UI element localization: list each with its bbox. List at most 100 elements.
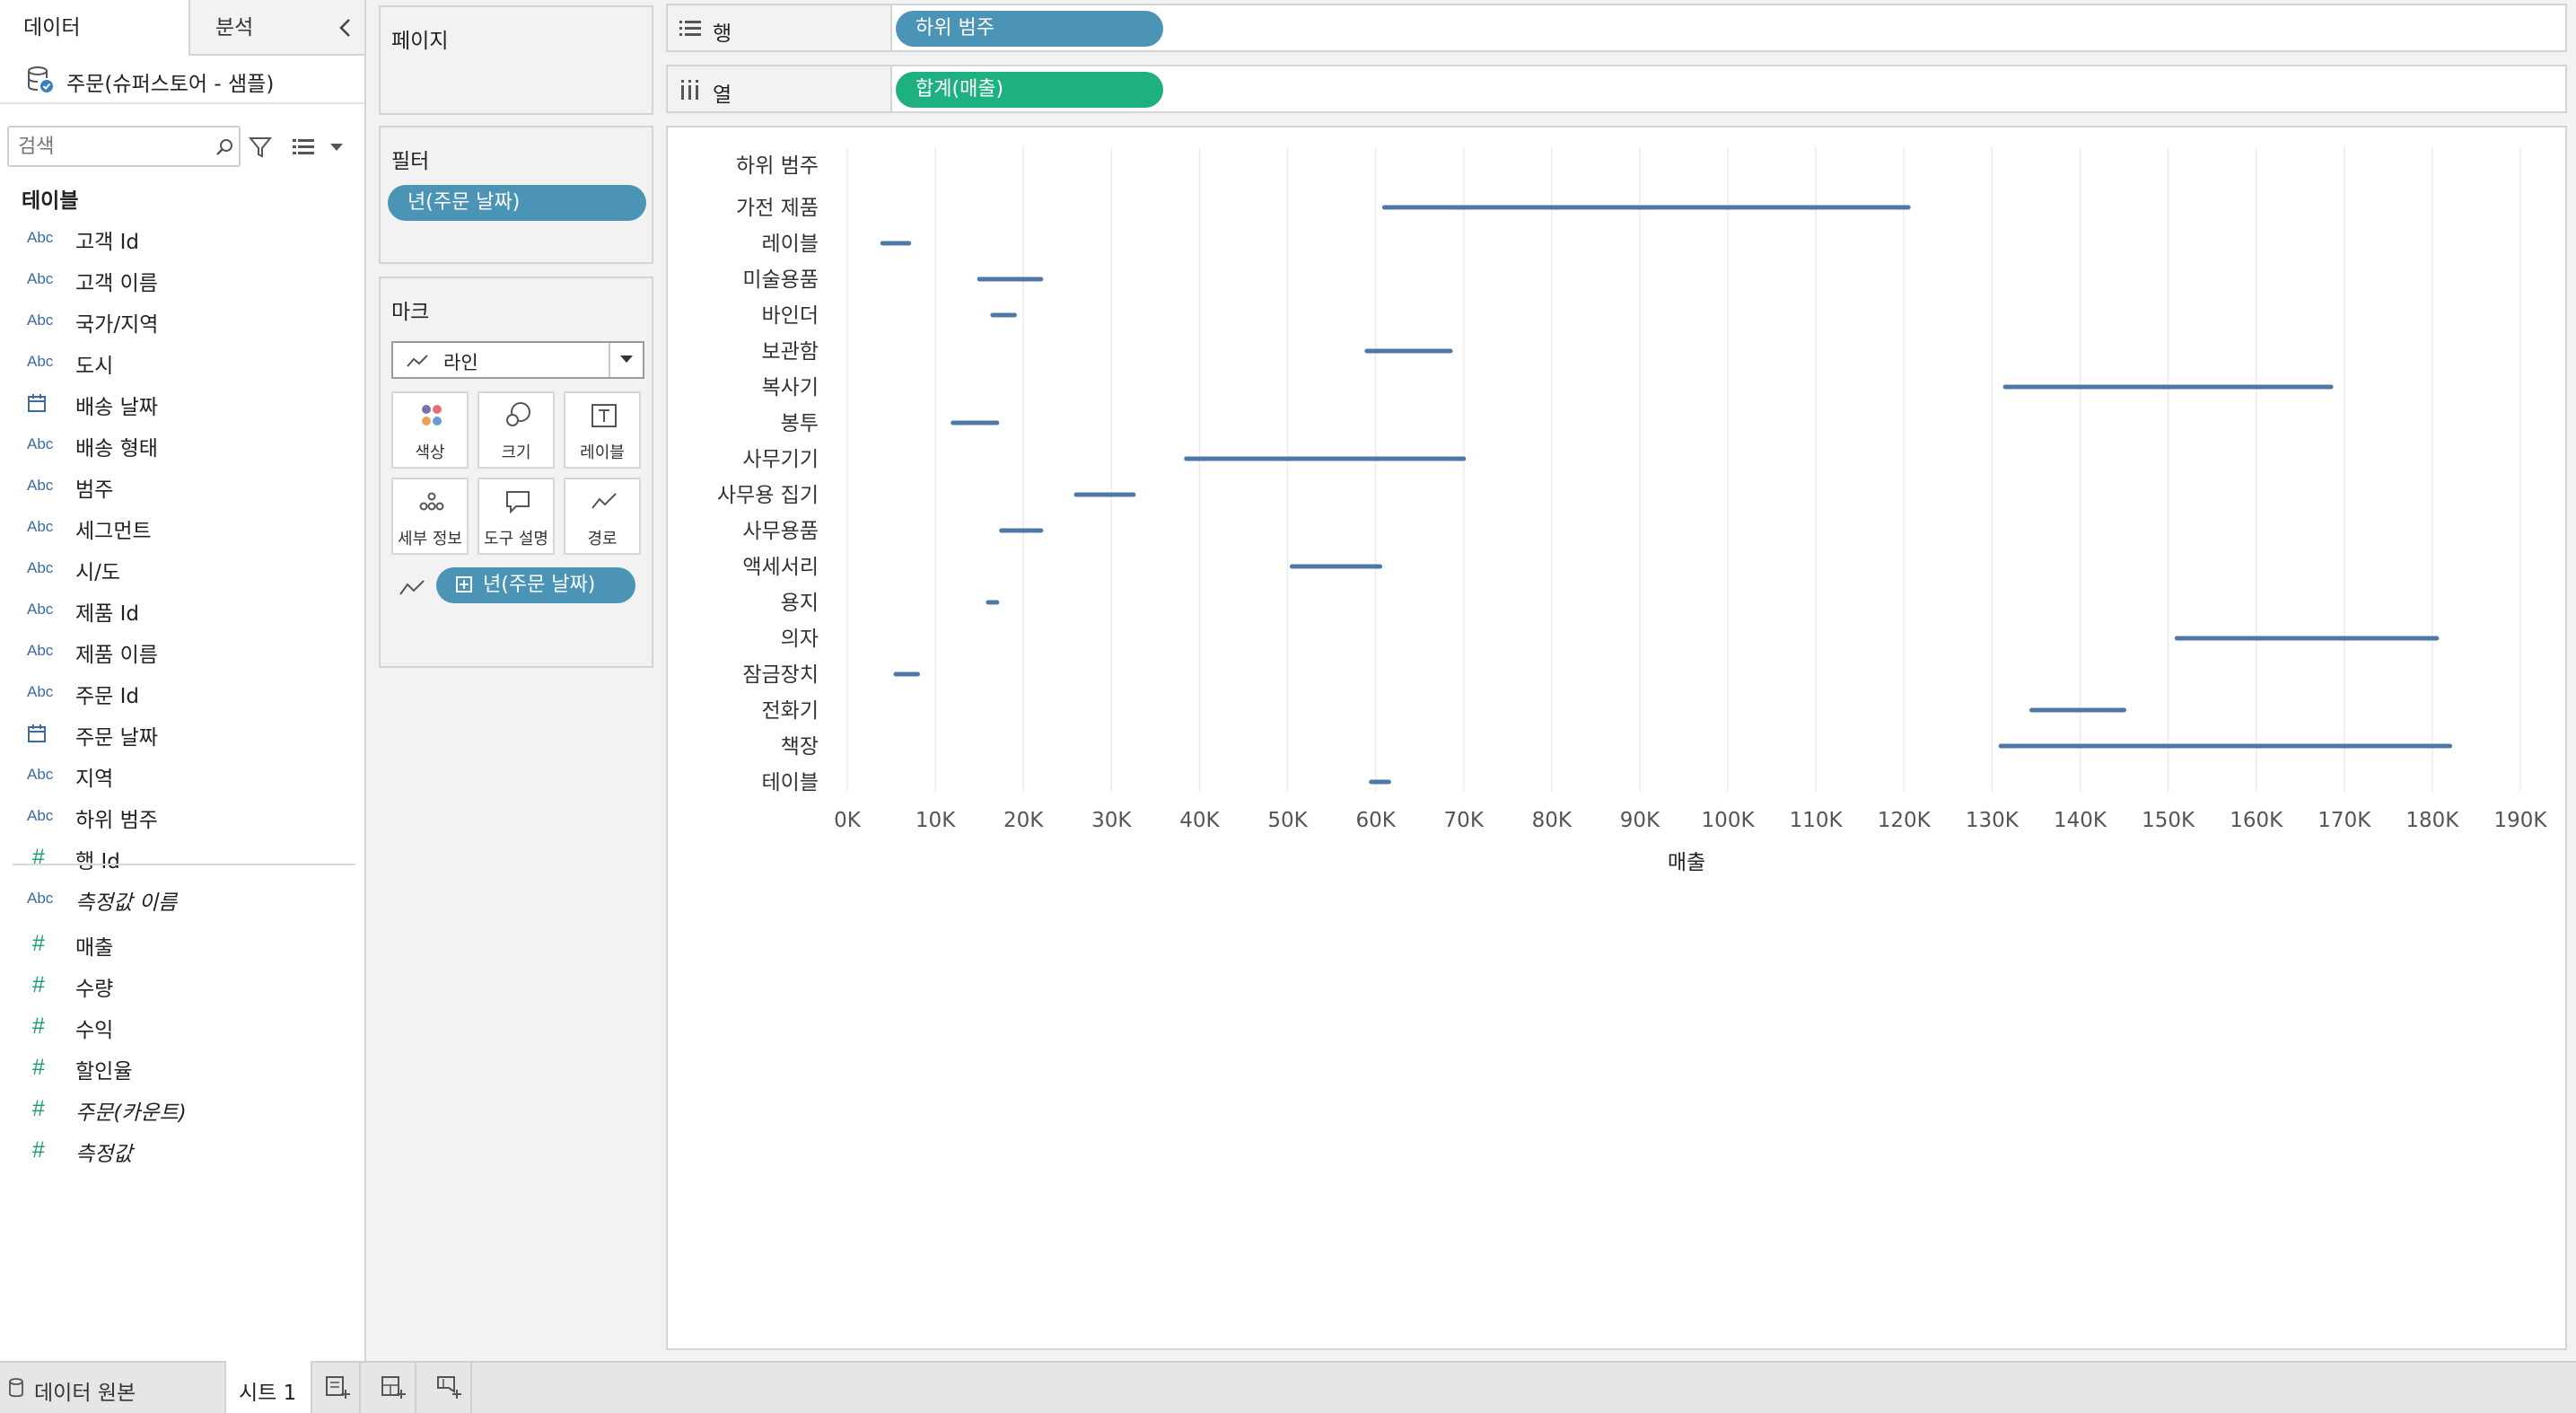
- pages-card[interactable]: 페이지: [379, 5, 653, 115]
- new-dashboard-button[interactable]: [370, 1363, 416, 1413]
- field-item[interactable]: # 할인율: [0, 1049, 364, 1086]
- columns-shelf[interactable]: 열 합계(매출): [666, 65, 2567, 113]
- filter-icon[interactable]: [248, 135, 273, 160]
- category-label: 미술용품: [742, 268, 819, 292]
- x-tick-label: 90K: [1620, 809, 1660, 832]
- datasource-tab[interactable]: 데이터 원본: [0, 1363, 224, 1413]
- detail-icon: [419, 492, 444, 511]
- field-item[interactable]: Abc 범주: [0, 467, 364, 505]
- category-label: 봉투: [781, 412, 819, 435]
- number-icon: #: [32, 845, 45, 870]
- field-item[interactable]: # 측정값: [0, 1131, 364, 1169]
- field-label: 도시: [75, 355, 114, 378]
- new-story-button[interactable]: [425, 1363, 472, 1413]
- expand-plus-icon[interactable]: [456, 576, 472, 592]
- line-mark-icon: [407, 355, 428, 367]
- new-story-icon: [437, 1376, 461, 1399]
- x-tick-label: 60K: [1355, 809, 1396, 832]
- chevron-left-icon[interactable]: [334, 16, 357, 39]
- datasource-item[interactable]: 주문(슈퍼스토어 - 샘플): [0, 56, 364, 104]
- path-button[interactable]: 경로: [564, 478, 641, 555]
- field-item[interactable]: Abc 제품 Id: [0, 591, 364, 628]
- mark-type-dropdown[interactable]: [609, 343, 643, 377]
- caret-down-icon[interactable]: [327, 138, 346, 156]
- label-label: 레이블: [580, 443, 625, 462]
- field-item[interactable]: Abc 배송 형태: [0, 426, 364, 463]
- field-item[interactable]: Abc 지역: [0, 756, 364, 794]
- field-item[interactable]: Abc 국가/지역: [0, 302, 364, 339]
- field-item[interactable]: # 주문(카운트): [0, 1090, 364, 1128]
- field-label: 행 Id: [75, 850, 120, 873]
- tab-data[interactable]: 데이터: [0, 0, 190, 56]
- list-view-icon[interactable]: [291, 135, 316, 160]
- tooltip-button[interactable]: 도구 설명: [478, 478, 555, 555]
- field-item[interactable]: Abc 시/도: [0, 549, 364, 587]
- columns-pill-sum-sales[interactable]: 합계(매출): [896, 72, 1163, 108]
- field-item[interactable]: Abc 하위 범주: [0, 797, 364, 835]
- field-item[interactable]: # 매출: [0, 925, 364, 962]
- number-icon: #: [32, 1014, 45, 1039]
- field-label: 고객 이름: [75, 272, 158, 295]
- field-divider: [13, 864, 355, 865]
- calendar-icon: [27, 393, 57, 420]
- size-button[interactable]: 크기: [478, 391, 555, 469]
- field-label: 할인율: [75, 1060, 133, 1084]
- mark-type-select[interactable]: 라인: [391, 341, 644, 379]
- x-tick-label: 10K: [916, 809, 956, 832]
- category-label: 전화기: [762, 699, 819, 723]
- new-dashboard-icon: [381, 1376, 406, 1399]
- field-label: 주문 Id: [75, 685, 140, 708]
- field-item[interactable]: Abc 주문 Id: [0, 673, 364, 711]
- field-item[interactable]: Abc 세그먼트: [0, 508, 364, 546]
- field-item[interactable]: # 수익: [0, 1007, 364, 1045]
- chart-view[interactable]: 하위 범주 가전 제품 레이블 미술용품 바인더 보관함 복사기 봉투 사무기기 사무용 집기 사…: [666, 126, 2567, 1350]
- category-label: 용지: [781, 592, 819, 615]
- category-label: 잠금장치: [742, 663, 819, 687]
- field-label: 국가/지역: [75, 313, 159, 337]
- field-item[interactable]: Abc 측정값 이름: [0, 880, 364, 917]
- string-icon: Abc: [27, 766, 54, 783]
- color-icon: [422, 405, 442, 426]
- field-item[interactable]: Abc 고객 이름: [0, 260, 364, 298]
- field-label: 주문 날짜: [75, 726, 158, 750]
- rows-pill-sub-category[interactable]: 하위 범주: [896, 11, 1163, 47]
- filters-title: 필터: [391, 150, 430, 173]
- field-item[interactable]: # 수량: [0, 966, 364, 1004]
- field-item[interactable]: Abc 도시: [0, 343, 364, 381]
- field-label: 범주: [75, 478, 114, 502]
- sheet-tab[interactable]: 시트 1: [224, 1361, 312, 1413]
- category-label: 책장: [781, 735, 819, 759]
- detail-label: 세부 정보: [398, 530, 462, 549]
- string-icon: Abc: [27, 890, 54, 907]
- label-button[interactable]: 레이블: [564, 391, 641, 469]
- tab-analysis[interactable]: 분석: [190, 0, 364, 56]
- field-item[interactable]: Abc 고객 Id: [0, 219, 364, 257]
- marks-pill-year-order-date[interactable]: 년(주문 날짜): [436, 567, 635, 603]
- rows-shelf[interactable]: 행 하위 범주: [666, 4, 2567, 52]
- field-item[interactable]: 주문 날짜: [0, 715, 364, 752]
- filters-card[interactable]: 필터 년(주문 날짜): [379, 126, 653, 264]
- x-tick-label: 190K: [2494, 809, 2548, 832]
- field-item[interactable]: # 행 Id: [0, 838, 364, 876]
- search-input[interactable]: [18, 133, 197, 160]
- columns-shelf-label: 열: [713, 83, 732, 107]
- color-button[interactable]: 색상: [391, 391, 469, 469]
- gridlines: [846, 147, 2521, 792]
- search-icon[interactable]: [214, 136, 235, 158]
- filter-pill-year-order-date[interactable]: 년(주문 날짜): [388, 185, 646, 221]
- field-label: 측정값: [75, 1143, 133, 1166]
- detail-button[interactable]: 세부 정보: [391, 478, 469, 555]
- field-label: 지역: [75, 768, 114, 791]
- new-worksheet-button[interactable]: [314, 1363, 361, 1413]
- string-icon: Abc: [27, 518, 54, 535]
- category-label: 사무기기: [742, 448, 819, 471]
- x-tick-label: 70K: [1444, 809, 1485, 832]
- columns-shelf-header: 열: [668, 66, 892, 111]
- search-field[interactable]: [7, 126, 241, 167]
- field-item[interactable]: Abc 제품 이름: [0, 632, 364, 670]
- field-item[interactable]: 배송 날짜: [0, 384, 364, 422]
- x-tick-label: 110K: [1790, 809, 1844, 832]
- category-label: 사무용품: [742, 520, 819, 543]
